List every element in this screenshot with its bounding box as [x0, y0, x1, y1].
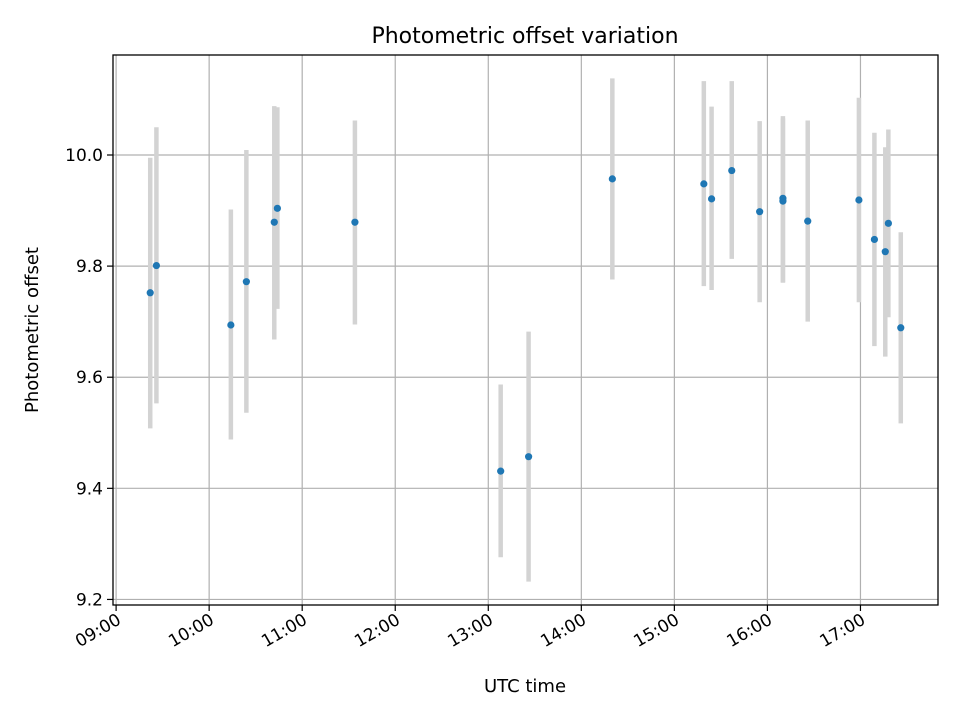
data-point [779, 194, 787, 202]
x-tick-label: 14:00 [537, 610, 589, 652]
chart-title: Photometric offset variation [371, 24, 678, 49]
grid [113, 55, 938, 605]
data-point [707, 195, 716, 203]
data-point [881, 248, 889, 256]
y-tick-label: 10.0 [65, 146, 103, 166]
data-point [855, 196, 863, 204]
x-tick-label: 10:00 [165, 610, 217, 652]
data-point [242, 278, 250, 286]
y-tick-label: 9.2 [76, 590, 103, 610]
x-tick-label: 15:00 [630, 610, 682, 652]
data-point [608, 175, 616, 183]
data-point [897, 324, 905, 332]
y-tick-label: 9.4 [76, 479, 103, 499]
data-point [756, 208, 764, 216]
y-tick-label: 9.8 [76, 257, 103, 277]
data-point [227, 321, 235, 329]
x-tick-label: 13:00 [444, 610, 496, 652]
x-tick-label: 09:00 [72, 610, 124, 652]
data-point [728, 166, 736, 175]
data-point [870, 235, 879, 244]
x-tick-label: 17:00 [817, 610, 869, 652]
y-tick-label: 9.6 [76, 368, 103, 388]
data-point [273, 204, 281, 212]
error-bars [147, 78, 904, 582]
data-point [152, 261, 161, 270]
x-axis-label: UTC time [484, 676, 566, 697]
data-point [700, 180, 708, 188]
x-tick-label: 12:00 [351, 610, 403, 652]
data-point [497, 467, 505, 475]
x-tick-label: 16:00 [723, 610, 775, 652]
x-axis: 09:00 10:00 11:00 12:00 13:00 14:00 15:00 16:00… [72, 605, 869, 652]
data-point [884, 219, 892, 227]
data-point [804, 217, 812, 225]
data-points [146, 166, 905, 475]
y-axis: 9.2 9.4 9.6 9.8 10.0 [65, 146, 113, 610]
data-point [146, 289, 154, 297]
data-point [351, 218, 359, 226]
data-point [270, 218, 278, 226]
plot-frame [112, 54, 939, 606]
data-point [525, 453, 533, 461]
y-axis-label: Photometric offset [22, 247, 43, 413]
x-tick-label: 11:00 [258, 610, 310, 652]
